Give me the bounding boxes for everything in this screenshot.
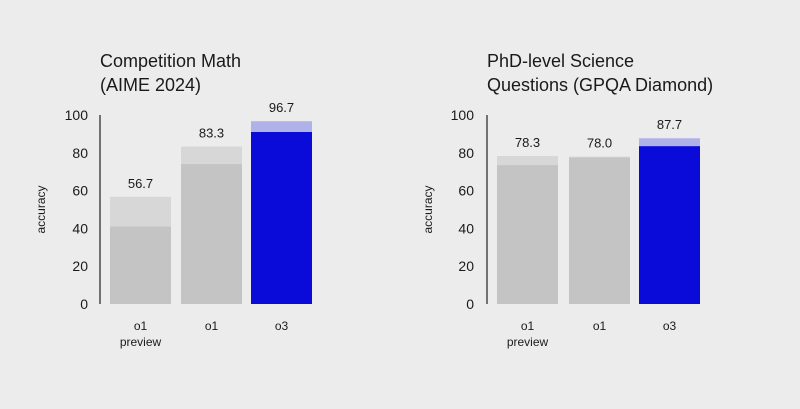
x-tick-label: o3 xyxy=(663,319,677,333)
y-tick-label: 20 xyxy=(458,258,474,274)
y-tick-label: 60 xyxy=(458,183,474,199)
y-tick-label: 40 xyxy=(458,220,474,236)
x-tick-label: preview xyxy=(507,335,549,349)
bar-solid xyxy=(110,226,171,304)
chart-title-line: PhD-level Science xyxy=(487,51,634,71)
y-axis-label: accuracy xyxy=(421,185,435,233)
data-label: 78.3 xyxy=(515,135,540,150)
x-tick-label: o1 xyxy=(593,319,607,333)
y-tick-label: 80 xyxy=(458,145,474,161)
x-tick-label: o1 xyxy=(205,319,219,333)
data-label: 96.7 xyxy=(269,100,294,115)
chart-title-line: Questions (GPQA Diamond) xyxy=(487,75,713,95)
chart-title-line: Competition Math xyxy=(100,51,241,71)
data-label: 83.3 xyxy=(199,126,224,141)
y-tick-label: 80 xyxy=(72,145,88,161)
y-tick-label: 0 xyxy=(466,296,474,312)
bar-solid xyxy=(251,132,312,304)
x-tick-label: o3 xyxy=(275,319,289,333)
bar-solid xyxy=(639,146,700,304)
bar-solid xyxy=(569,157,630,304)
y-tick-label: 100 xyxy=(65,107,89,123)
y-tick-label: 40 xyxy=(72,220,88,236)
x-tick-label: o1 xyxy=(134,319,148,333)
y-tick-label: 100 xyxy=(451,107,475,123)
data-label: 87.7 xyxy=(657,117,682,132)
data-label: 78.0 xyxy=(587,136,612,151)
bar-solid xyxy=(181,164,242,304)
x-tick-label: preview xyxy=(120,335,162,349)
x-tick-label: o1 xyxy=(521,319,535,333)
y-tick-label: 60 xyxy=(72,183,88,199)
chart-title-line: (AIME 2024) xyxy=(100,75,201,95)
y-tick-label: 0 xyxy=(80,296,88,312)
bar-solid xyxy=(497,165,558,304)
y-axis-label: accuracy xyxy=(34,185,48,233)
data-label: 56.7 xyxy=(128,176,153,191)
y-tick-label: 20 xyxy=(72,258,88,274)
